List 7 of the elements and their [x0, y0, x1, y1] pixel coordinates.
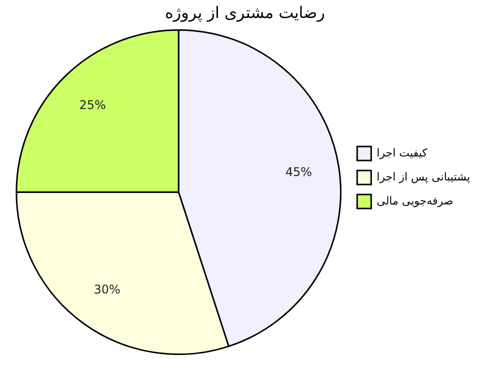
legend-label: صرفه‌جویی مالی: [376, 194, 454, 208]
legend-label: پشتیبانی پس از اجرا: [376, 170, 470, 184]
data-label: 30%: [94, 282, 120, 297]
chart-title: رضایت مشتری از پروژه: [165, 2, 325, 22]
data-label: 25%: [79, 98, 106, 112]
data-label: 45%: [285, 165, 312, 180]
legend-label: کیفیت اجرا: [376, 146, 428, 160]
